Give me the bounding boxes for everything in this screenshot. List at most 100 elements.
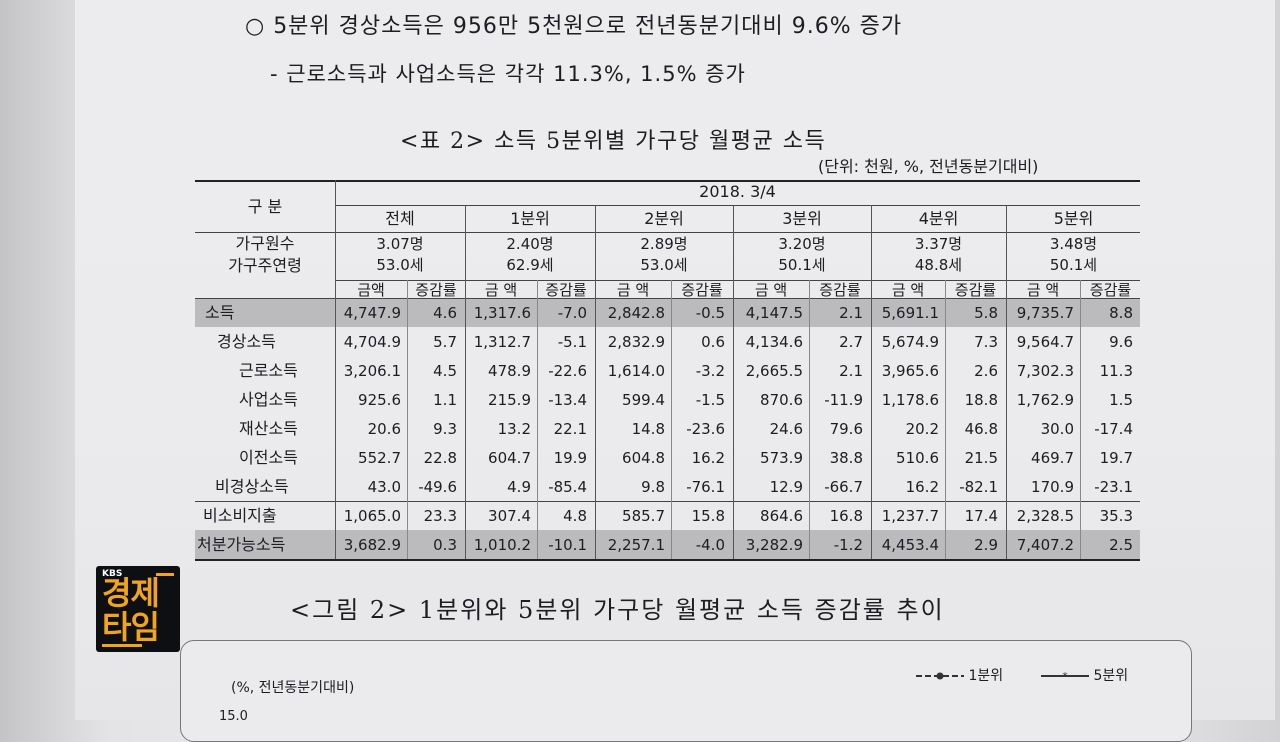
rate-cell: 2.5 <box>1109 536 1133 554</box>
rate-cell: 4.8 <box>563 507 587 525</box>
rate-cell: 1.1 <box>433 391 457 409</box>
amount-cell: 1,312.7 <box>473 333 531 351</box>
summary-bullet: ○ 5분위 경상소득은 956만 5천원으로 전년동분기대비 9.6% 증가 <box>245 14 903 39</box>
rate-cell: -66.7 <box>824 478 863 496</box>
chart-y-tick: 15.0 <box>219 709 248 724</box>
householder-age: 62.9세 <box>506 256 554 274</box>
rate-cell: 2.9 <box>974 536 998 554</box>
amount-cell: 7,302.3 <box>1016 362 1074 380</box>
income-quintile-table: 구 분 2018. 3/4 전체 3.07명 53.0세 금액 증감률 1분위 2.40명 62.… <box>195 180 1140 567</box>
solid-line-star-marker-icon: * <box>1041 670 1089 683</box>
period-label: 2018. 3/4 <box>699 182 776 201</box>
rate-cell: 16.8 <box>829 507 863 525</box>
amount-cell: 1,614.0 <box>607 362 665 380</box>
amount-cell: 510.6 <box>896 449 939 467</box>
amount-cell: 13.2 <box>497 420 531 438</box>
rate-cell: -10.1 <box>548 536 587 554</box>
rate-col-header: 증감률 <box>681 281 723 299</box>
amount-cell: 573.9 <box>760 449 803 467</box>
amount-cell: 9,735.7 <box>1016 304 1074 322</box>
amount-cell: 9,564.7 <box>1016 333 1074 351</box>
rate-cell: 0.3 <box>433 536 457 554</box>
household-size: 3.37명 <box>914 235 963 253</box>
rate-cell: 19.7 <box>1099 449 1133 467</box>
rate-cell: 38.8 <box>829 449 863 467</box>
legend-q1: 1분위 <box>916 665 1003 685</box>
rate-cell: 4.6 <box>433 304 457 322</box>
rule <box>671 280 672 559</box>
rate-col-header: 증감률 <box>1089 281 1132 299</box>
rate-cell: 79.6 <box>829 420 863 438</box>
rate-cell: -0.5 <box>695 304 725 322</box>
rule <box>945 280 946 559</box>
rate-cell: -1.5 <box>695 391 725 409</box>
amount-cell: 2,832.9 <box>607 333 665 351</box>
rate-cell: 35.3 <box>1099 507 1133 525</box>
row-highlight <box>195 530 1140 559</box>
rate-cell: 4.5 <box>433 362 457 380</box>
rate-cell: -11.9 <box>824 391 863 409</box>
amount-cell: 5,691.1 <box>881 304 939 322</box>
amount-col-header: 금 액 <box>1026 281 1060 299</box>
amount-cell: 478.9 <box>488 362 531 380</box>
logo-small-text: KBS <box>102 569 123 579</box>
rate-cell: 11.3 <box>1099 362 1133 380</box>
amount-col-header: 금 액 <box>484 281 518 299</box>
rule <box>537 280 538 559</box>
rate-cell: 0.6 <box>701 333 725 351</box>
group-header: 4분위 <box>918 209 959 228</box>
amount-cell: 4,134.6 <box>745 333 803 351</box>
amount-cell: 5,674.9 <box>881 333 939 351</box>
chart-preview-box: (%, 전년동분기대비) 15.0 1분위 * 5분위 <box>180 640 1192 742</box>
logo-line2: 타임 <box>102 608 160 646</box>
amount-cell: 599.4 <box>622 391 665 409</box>
dashed-line-marker-icon <box>916 672 964 680</box>
rate-cell: 46.8 <box>964 420 998 438</box>
rate-cell: -85.4 <box>548 478 587 496</box>
rule <box>195 501 1140 502</box>
rate-cell: -1.2 <box>833 536 863 554</box>
rate-cell: 1.5 <box>1109 391 1133 409</box>
rate-cell: 16.2 <box>691 449 725 467</box>
rate-cell: 8.8 <box>1109 304 1133 322</box>
row-label: 비경상소득 <box>215 477 289 496</box>
amount-cell: 12.9 <box>769 478 803 496</box>
rate-cell: -17.4 <box>1094 420 1133 438</box>
amount-cell: 20.6 <box>367 420 401 438</box>
rule <box>407 280 408 559</box>
rate-cell: -7.0 <box>557 304 587 322</box>
group-header: 전체 <box>385 209 415 228</box>
document-page <box>75 0 1275 720</box>
legend-q5: * 5분위 <box>1041 665 1128 685</box>
amount-cell: 4,453.4 <box>881 536 939 554</box>
figure-title: <그림 2> 1분위와 5분위 가구당 월평균 소득 증감률 추이 <box>290 596 945 624</box>
row-label: 비소비지출 <box>203 506 277 525</box>
amount-cell: 1,762.9 <box>1016 391 1074 409</box>
rate-cell: 22.8 <box>423 449 457 467</box>
rule <box>1006 205 1007 559</box>
amount-cell: 2,842.8 <box>607 304 665 322</box>
amount-cell: 4,147.5 <box>745 304 803 322</box>
amount-cell: 7,407.2 <box>1016 536 1074 554</box>
amount-cell: 870.6 <box>760 391 803 409</box>
row-label: 처분가능소득 <box>197 535 286 554</box>
household-size: 2.89명 <box>640 235 688 253</box>
householder-age: 53.0세 <box>640 256 688 274</box>
amount-col-header: 금 액 <box>754 281 788 299</box>
amount-cell: 3,282.9 <box>745 536 803 554</box>
rule <box>733 205 734 559</box>
amount-cell: 604.7 <box>488 449 531 467</box>
householder-age: 50.1세 <box>778 256 826 274</box>
row-label: 경상소득 <box>217 332 276 351</box>
row-label: 근로소득 <box>239 361 298 380</box>
rule <box>335 180 336 559</box>
rate-cell: 23.3 <box>423 507 457 525</box>
amount-cell: 604.8 <box>622 449 665 467</box>
amount-cell: 20.2 <box>905 420 939 438</box>
group-header: 2분위 <box>644 209 684 228</box>
household-size: 2.40명 <box>506 235 554 253</box>
rule <box>195 232 1140 233</box>
broadcaster-logo: KBS 경제 타임 <box>96 566 180 652</box>
amount-cell: 552.7 <box>358 449 401 467</box>
rate-cell: -82.1 <box>959 478 998 496</box>
